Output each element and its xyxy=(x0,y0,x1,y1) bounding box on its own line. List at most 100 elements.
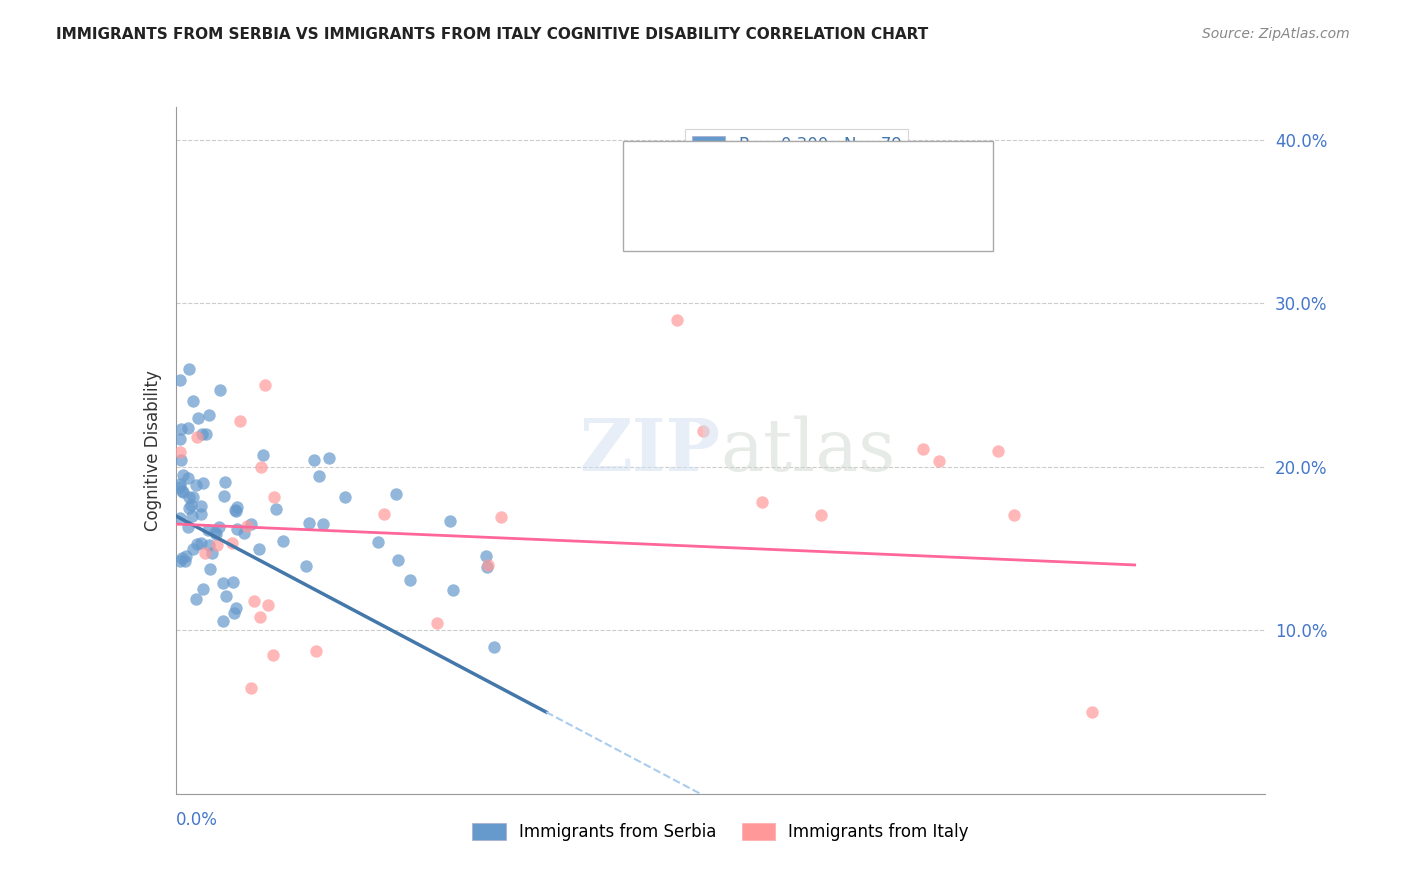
Point xyxy=(169,554,191,568)
Point xyxy=(298,516,321,531)
Point xyxy=(443,582,465,597)
Point xyxy=(184,477,207,491)
Point xyxy=(239,517,262,532)
Point xyxy=(181,394,204,409)
Point xyxy=(477,558,499,573)
Point xyxy=(169,476,191,491)
Point xyxy=(295,558,318,573)
Point xyxy=(208,520,231,534)
Point xyxy=(224,503,246,517)
Point xyxy=(229,414,252,428)
Point xyxy=(987,444,1010,458)
Text: IMMIGRANTS FROM SERBIA VS IMMIGRANTS FROM ITALY COGNITIVE DISABILITY CORRELATION: IMMIGRANTS FROM SERBIA VS IMMIGRANTS FRO… xyxy=(56,27,928,42)
Point xyxy=(250,460,273,475)
Point xyxy=(305,644,328,658)
Point xyxy=(236,519,259,533)
Point xyxy=(212,614,235,628)
Point xyxy=(181,509,204,524)
Point xyxy=(172,550,194,565)
Point xyxy=(226,500,249,515)
Point xyxy=(186,537,208,551)
Point xyxy=(186,430,208,444)
Point xyxy=(257,598,280,612)
Point xyxy=(173,554,195,568)
Point xyxy=(180,498,202,512)
Point xyxy=(197,523,219,537)
Point xyxy=(214,589,236,603)
Point xyxy=(170,422,193,436)
Point xyxy=(191,427,214,442)
Legend: Immigrants from Serbia, Immigrants from Italy: Immigrants from Serbia, Immigrants from … xyxy=(465,816,976,847)
Point xyxy=(173,467,195,482)
Point xyxy=(209,383,232,397)
Point xyxy=(1002,508,1025,522)
Point xyxy=(266,502,288,516)
Point xyxy=(367,534,389,549)
Point xyxy=(928,454,950,468)
Point xyxy=(222,574,245,589)
Point xyxy=(205,538,228,552)
Point xyxy=(212,489,235,503)
Point xyxy=(194,546,217,560)
Point xyxy=(169,511,191,525)
Point xyxy=(181,490,204,504)
Point xyxy=(482,640,505,654)
Point xyxy=(170,453,193,467)
Point xyxy=(665,312,688,326)
Point xyxy=(193,582,215,596)
Text: 0.0%: 0.0% xyxy=(176,811,218,829)
Point xyxy=(475,559,498,574)
Point xyxy=(177,519,200,533)
Text: Source: ZipAtlas.com: Source: ZipAtlas.com xyxy=(1202,27,1350,41)
Y-axis label: Cognitive Disability: Cognitive Disability xyxy=(143,370,162,531)
Point xyxy=(491,510,513,524)
Point xyxy=(177,421,200,435)
Point xyxy=(387,553,409,567)
Point xyxy=(224,606,246,620)
Point xyxy=(172,485,194,500)
Point xyxy=(170,483,193,498)
Point xyxy=(201,546,224,560)
Point xyxy=(212,575,235,590)
Point xyxy=(225,522,247,536)
Point xyxy=(399,573,422,587)
Point xyxy=(225,601,247,615)
Point xyxy=(190,499,212,513)
Point xyxy=(240,681,263,695)
Point xyxy=(181,542,204,557)
Point xyxy=(263,491,285,505)
Point xyxy=(186,410,209,425)
Point xyxy=(221,536,243,550)
Point xyxy=(184,592,207,607)
Point xyxy=(1081,705,1104,719)
Point xyxy=(174,549,197,563)
Point xyxy=(177,470,200,484)
Point xyxy=(810,508,832,522)
Point xyxy=(304,453,326,467)
Point xyxy=(179,490,201,504)
FancyBboxPatch shape xyxy=(623,141,993,252)
Point xyxy=(169,445,191,459)
Text: atlas: atlas xyxy=(721,415,896,486)
Point xyxy=(225,504,247,518)
Point xyxy=(308,468,330,483)
Point xyxy=(169,480,191,494)
Point xyxy=(253,377,276,392)
Point xyxy=(373,507,395,521)
Point xyxy=(177,361,200,376)
Point xyxy=(205,526,228,541)
Point xyxy=(252,448,274,462)
Point xyxy=(198,562,221,576)
Point xyxy=(692,424,714,438)
Point xyxy=(271,534,294,549)
Point xyxy=(198,408,221,422)
Point xyxy=(751,495,773,509)
Point xyxy=(426,616,449,631)
Point xyxy=(247,541,270,556)
Point xyxy=(318,450,340,465)
Point xyxy=(697,214,720,228)
Text: ZIP: ZIP xyxy=(579,415,721,486)
Point xyxy=(198,538,221,552)
Point xyxy=(204,525,226,540)
Point xyxy=(335,490,357,504)
